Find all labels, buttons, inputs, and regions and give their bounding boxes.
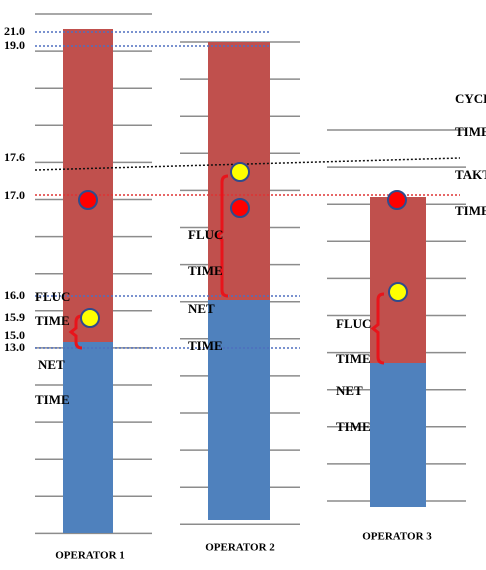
yellow-dot	[388, 282, 408, 302]
reference-line	[34, 157, 461, 171]
annotation: TIME	[35, 392, 70, 407]
annotation: TIME	[188, 338, 223, 353]
operator-label: OPERATOR 1	[55, 550, 125, 562]
operator-label: OPERATOR 3	[362, 531, 432, 543]
brace	[214, 174, 229, 298]
yellow-dot	[80, 308, 100, 328]
brace	[370, 292, 385, 365]
annotation: FLUC	[35, 289, 70, 304]
y-label: 21.0	[4, 24, 25, 38]
y-label: 19.0	[4, 38, 25, 52]
annotation: NET	[38, 357, 65, 372]
annotation: NET	[336, 383, 363, 398]
right-label: CYCLE	[455, 91, 486, 106]
annotation: NET	[188, 301, 215, 316]
annotation: FLUC	[188, 227, 223, 242]
y-label: 17.6	[4, 150, 25, 164]
net-time-bar	[208, 300, 270, 520]
net-time-bar	[370, 363, 426, 507]
right-label: TIME	[455, 203, 486, 218]
y-label: 16.0	[4, 288, 25, 302]
annotation: FLUC	[336, 316, 371, 331]
y-label: 15.0	[4, 328, 25, 342]
annotation: TIME	[336, 419, 371, 434]
red-dot	[78, 190, 98, 210]
yellow-dot	[230, 162, 250, 182]
annotation: TIME	[35, 313, 70, 328]
annotation: TIME	[188, 263, 223, 278]
fluc-time-bar	[63, 29, 113, 342]
operator-label: OPERATOR 2	[205, 542, 275, 554]
annotation: TIME	[336, 351, 371, 366]
brace	[68, 314, 83, 350]
right-label: TIME	[455, 124, 486, 139]
y-label: 17.0	[4, 188, 25, 202]
y-label: 13.0	[4, 340, 25, 354]
red-dot	[387, 190, 407, 210]
net-time-bar	[63, 342, 113, 533]
y-label: 15.9	[4, 310, 25, 324]
red-dot	[230, 198, 250, 218]
